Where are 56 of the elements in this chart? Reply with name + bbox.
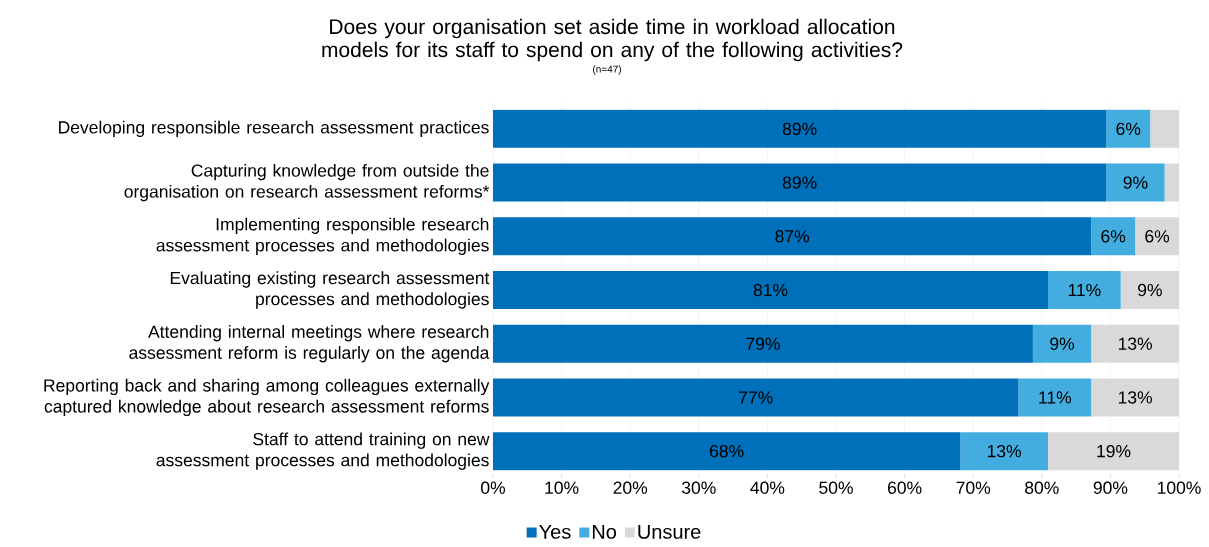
x-tick-label: 60% — [887, 481, 922, 494]
data-label: 13% — [1118, 337, 1152, 350]
data-label: 9% — [1138, 283, 1162, 297]
bar — [1047, 271, 1121, 309]
x-tick-label: 20% — [613, 481, 648, 494]
legend-label: Yes — [539, 524, 571, 539]
legend-label: No — [592, 524, 617, 539]
x-tick-label: 100% — [1157, 481, 1201, 494]
x-tick-label: 40% — [750, 481, 785, 494]
data-label: 87% — [775, 230, 809, 243]
y-tick-label: Capturing knowledge from outside the organisation on research assessment reforms* — [124, 163, 490, 202]
bar — [493, 378, 1019, 417]
y-tick-label: Implementing responsible research assessment processes and methodologies — [156, 217, 489, 255]
chart-title: Does your organisation set aside time in workload allocation models for its staff to spend on any of the following activities? — [322, 18, 903, 62]
bar — [493, 109, 1107, 148]
bar — [1018, 378, 1092, 417]
data-label: 68% — [709, 444, 744, 458]
y-tick-label: Developing responsible research assessment practices — [59, 120, 489, 138]
bar — [493, 432, 961, 471]
x-tick-label: 80% — [1025, 481, 1059, 494]
data-label: 6% — [1116, 122, 1141, 136]
bar — [1106, 163, 1165, 202]
data-label: 77% — [739, 391, 773, 404]
bar — [493, 217, 1092, 256]
data-label: 9% — [1123, 176, 1148, 189]
data-label: 89% — [782, 176, 817, 189]
data-label: 13% — [987, 444, 1021, 458]
x-tick-label: 10% — [545, 481, 579, 494]
x-tick-label: 70% — [956, 481, 991, 494]
data-label: 11% — [1068, 283, 1101, 297]
data-label: 79% — [746, 337, 780, 350]
data-label: 13% — [1118, 391, 1152, 404]
x-tick-label: 90% — [1093, 481, 1128, 494]
x-tick-label: 30% — [681, 481, 716, 494]
data-label: 6% — [1101, 230, 1126, 243]
y-tick-label: Reporting back and sharing among colleagues externally captured knowledge about research assessment reforms — [44, 378, 490, 417]
data-label: 89% — [782, 122, 817, 136]
bar — [1032, 324, 1092, 363]
y-tick-label: Staff to attend training on new assessment processes and methodologies — [156, 432, 490, 470]
x-tick-label: 50% — [819, 481, 853, 494]
data-label: 81% — [753, 283, 788, 297]
legend-label: Unsure — [638, 524, 701, 539]
bar — [493, 324, 1033, 363]
y-tick-label: Evaluating existing research assessment processes and methodologies — [170, 271, 490, 309]
y-tick-label: Attending internal meetings where research assessment reform is regularly on the agenda — [129, 325, 490, 363]
data-label: 6% — [1145, 230, 1170, 243]
bar — [960, 432, 1048, 471]
data-label: 19% — [1097, 444, 1131, 458]
bar — [493, 163, 1107, 202]
x-tick-label: 0% — [481, 481, 506, 494]
data-label: 9% — [1050, 337, 1075, 350]
bar — [1106, 109, 1151, 148]
data-label: 11% — [1039, 391, 1072, 404]
chart-subtitle: (n=47) — [593, 65, 621, 75]
bar — [493, 271, 1048, 309]
bar — [1091, 217, 1136, 256]
